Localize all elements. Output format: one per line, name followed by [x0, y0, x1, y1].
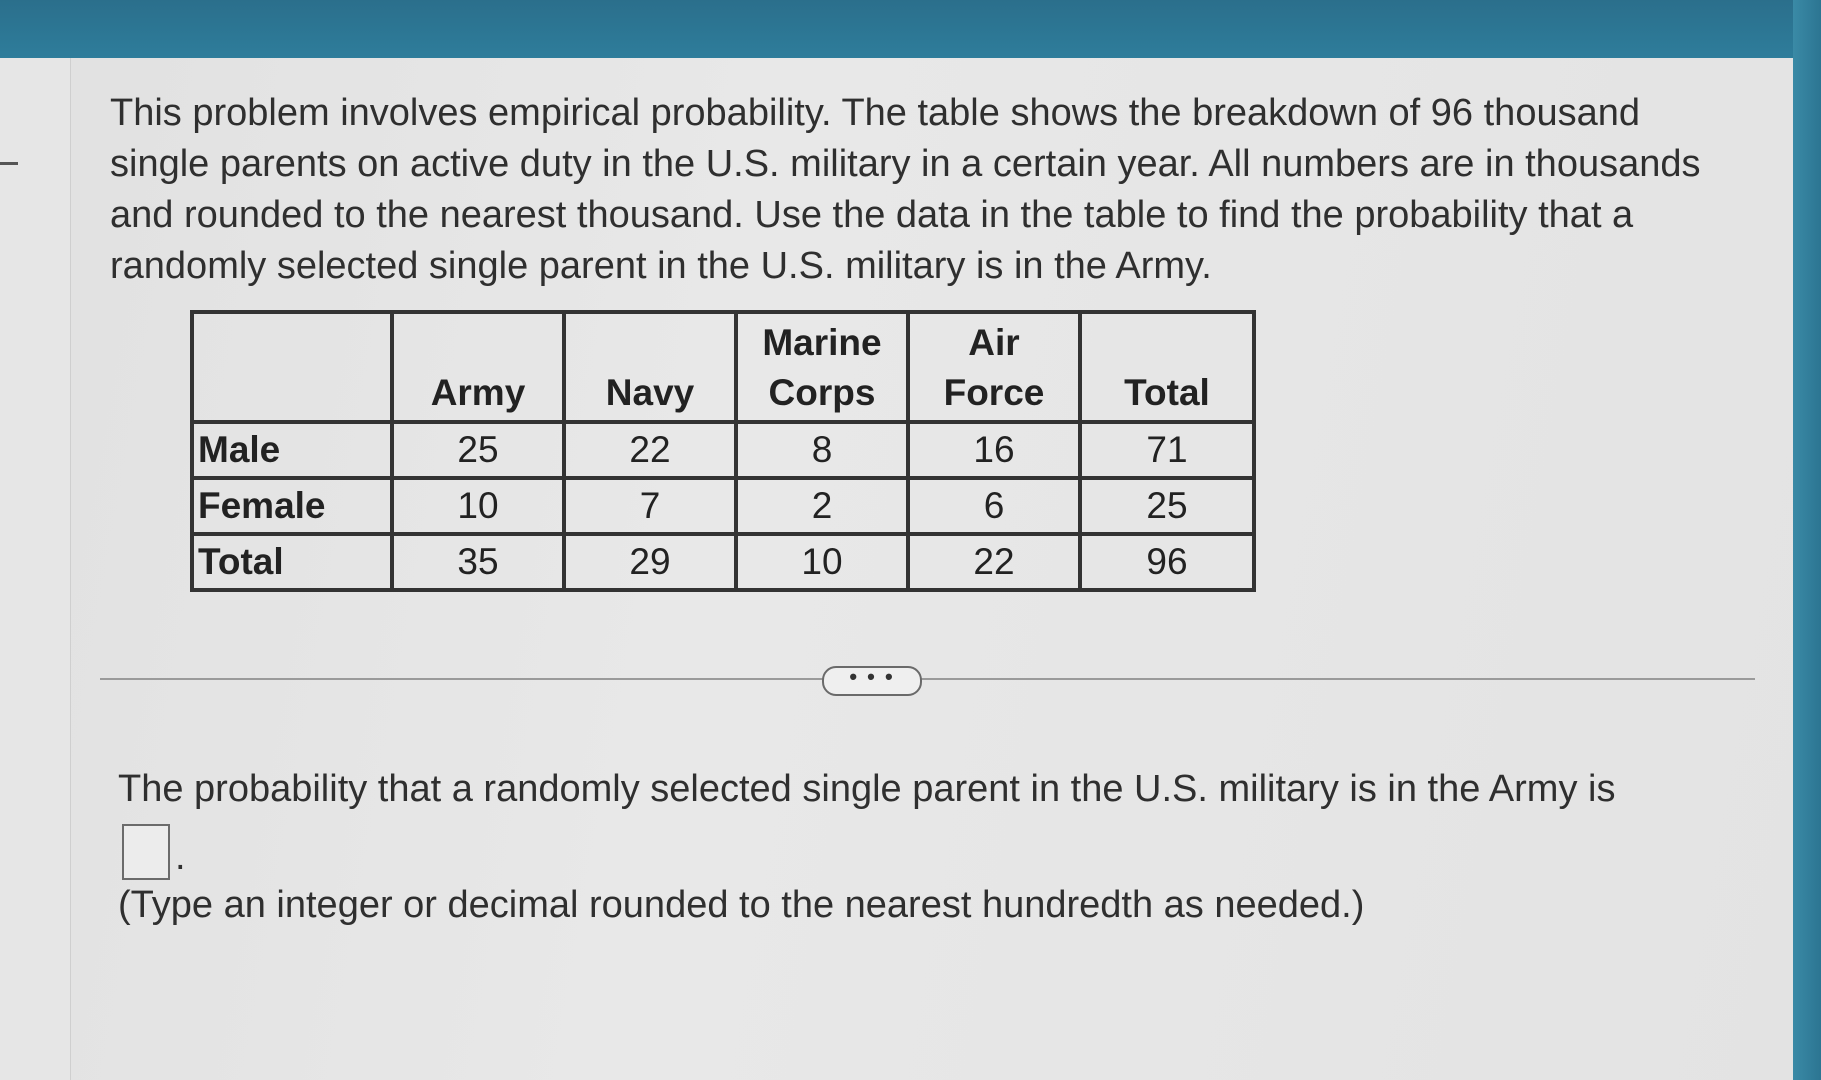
- table-cell: 25: [390, 420, 566, 480]
- row-label: Female: [190, 476, 394, 536]
- row-label: Male: [190, 420, 394, 480]
- more-options-button[interactable]: • • •: [822, 666, 922, 696]
- table-row: Female 10 7 2 6 25: [190, 476, 1256, 536]
- row-label: Total: [190, 532, 394, 592]
- table-cell: 29: [562, 532, 738, 592]
- table-cell: 22: [906, 532, 1082, 592]
- table-cell: 10: [390, 476, 566, 536]
- table-row: Male 25 22 8 16 71: [190, 420, 1256, 480]
- table-cell: 71: [1078, 420, 1256, 480]
- answer-suffix: .: [175, 836, 186, 878]
- answer-hint: (Type an integer or decimal rounded to t…: [118, 884, 1365, 926]
- table-header-row: Army Navy Marine Corps Air Force Total: [190, 310, 1256, 424]
- table-row: Total 35 29 10 22 96: [190, 532, 1256, 592]
- table-header-cell: Marine Corps: [734, 310, 910, 424]
- right-edge-scroll-area: [1793, 0, 1821, 1080]
- table-header-cell: Navy: [562, 310, 738, 424]
- section-divider: [100, 678, 1755, 680]
- answer-input[interactable]: [122, 824, 170, 880]
- table-cell: 16: [906, 420, 1082, 480]
- table-cell: 35: [390, 532, 566, 592]
- table-header-cell: Army: [390, 310, 566, 424]
- data-table: Army Navy Marine Corps Air Force Total Mal…: [190, 310, 1256, 592]
- table-cell: 25: [1078, 476, 1256, 536]
- table-header-cell: Air Force: [906, 310, 1082, 424]
- table-header-cell: Total: [1078, 310, 1256, 424]
- question-panel: This problem involves empirical probabil…: [0, 58, 1793, 1080]
- collapse-dash-icon[interactable]: [0, 162, 18, 165]
- table-cell: 96: [1078, 532, 1256, 592]
- left-gutter: [0, 58, 71, 1080]
- table-cell: 10: [734, 532, 910, 592]
- table-cell: 2: [734, 476, 910, 536]
- table-cell: 6: [906, 476, 1082, 536]
- table-cell: 7: [562, 476, 738, 536]
- answer-prompt: The probability that a randomly selected…: [118, 768, 1616, 810]
- question-text: This problem involves empirical probabil…: [110, 92, 1701, 287]
- top-bar: [0, 0, 1821, 58]
- table-cell: 22: [562, 420, 738, 480]
- table-cell: 8: [734, 420, 910, 480]
- table-header-cell: [190, 310, 394, 424]
